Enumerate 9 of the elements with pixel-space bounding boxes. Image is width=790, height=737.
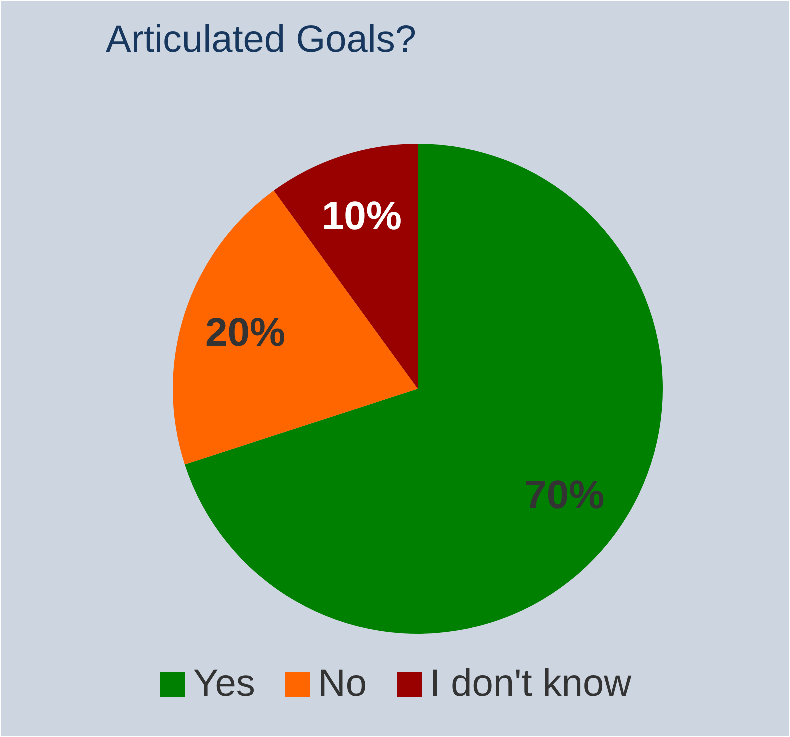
legend-label: Yes xyxy=(193,663,256,706)
pie-slice xyxy=(184,144,663,634)
data-label: 20% xyxy=(206,310,286,355)
legend-label: I don't know xyxy=(430,663,632,706)
pie-slice xyxy=(173,190,418,465)
data-label: 70% xyxy=(524,474,605,518)
data-label: 10% xyxy=(322,194,402,239)
chart-title: Articulated Goals? xyxy=(106,19,416,62)
legend-label: No xyxy=(318,663,367,706)
